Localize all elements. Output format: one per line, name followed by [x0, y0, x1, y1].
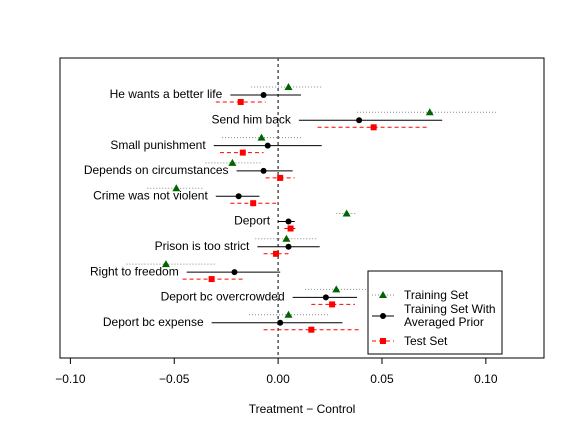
point [172, 184, 181, 192]
category-label: Depends on circumstances [84, 163, 229, 177]
point [250, 200, 257, 207]
category-label: Send him back [211, 112, 291, 126]
legend-marker [380, 338, 386, 344]
point [284, 83, 293, 90]
category-label: Deport [234, 214, 271, 228]
x-axis-label: Treatment − Control [249, 402, 356, 416]
category-label: Deport bc expense [103, 315, 204, 329]
point [287, 225, 294, 232]
category-label: Crime was not violent [93, 188, 208, 202]
point [257, 133, 266, 141]
legend-marker [379, 291, 387, 298]
point [239, 149, 246, 156]
point [308, 326, 315, 333]
point [284, 310, 293, 318]
x-tick-label: 0.05 [370, 372, 394, 386]
point [161, 260, 170, 268]
x-tick-label: 0.00 [266, 372, 290, 386]
plot-frame [59, 57, 545, 359]
point [228, 158, 237, 166]
point [332, 285, 341, 293]
point [260, 167, 267, 174]
point [370, 124, 377, 131]
category-label: Prison is too strict [155, 239, 250, 253]
point [356, 117, 363, 124]
x-tick-label: 0.10 [474, 372, 498, 386]
point [329, 301, 336, 308]
legend-label: Training Set [404, 287, 469, 302]
point [277, 174, 284, 181]
point [237, 99, 244, 105]
point [264, 142, 271, 149]
point [285, 218, 292, 225]
category-label: He wants a better life [110, 87, 223, 101]
category-label: Small punishment [110, 138, 206, 152]
point [235, 193, 242, 200]
point [231, 269, 238, 276]
point [277, 319, 284, 326]
legend-marker [380, 313, 386, 319]
category-label: Right to freedom [90, 264, 179, 278]
point [322, 294, 329, 301]
point [425, 108, 434, 116]
point [285, 243, 292, 250]
point [342, 209, 351, 217]
x-tick-label: −0.05 [159, 372, 190, 386]
point [208, 276, 215, 283]
legend [367, 270, 503, 355]
legend-label: Training Set With Averaged Prior [404, 302, 496, 329]
legend-label: Test Set [404, 333, 448, 348]
point [260, 92, 267, 98]
category-label: Deport bc overcrowded [161, 290, 285, 304]
x-tick-label: −0.10 [55, 372, 86, 386]
point [282, 234, 291, 242]
point [273, 250, 280, 257]
